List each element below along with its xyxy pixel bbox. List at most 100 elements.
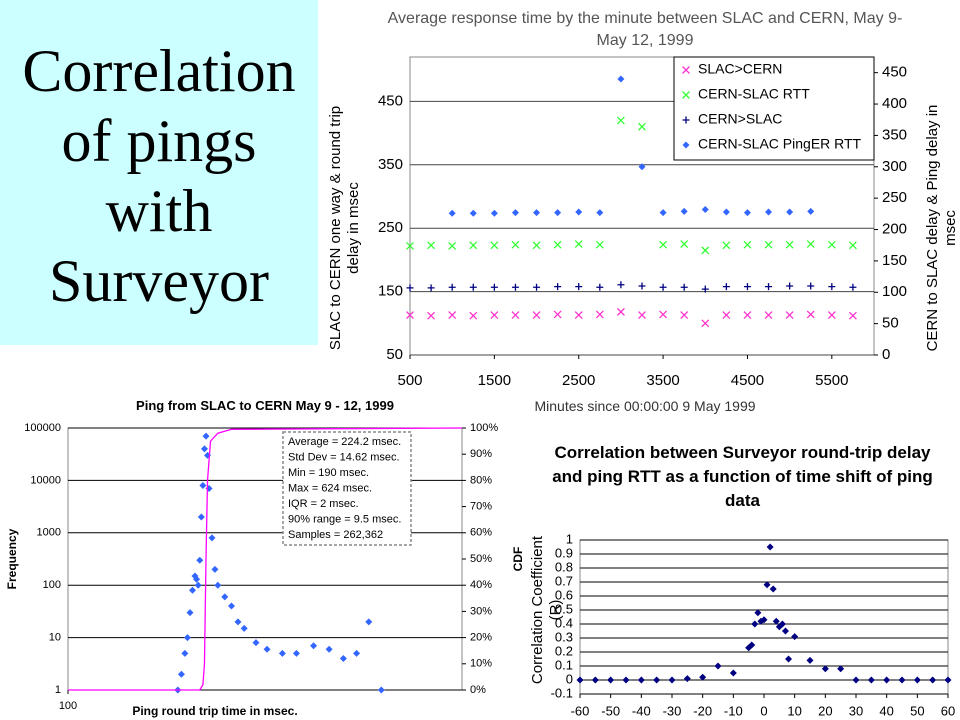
y2-tick-label: 250: [882, 189, 907, 206]
y2-tick-label: 60%: [470, 527, 492, 539]
data-point: [714, 662, 722, 670]
y-tick-label: 150: [378, 283, 403, 300]
data-point: [944, 676, 952, 684]
data-point: [214, 581, 222, 589]
y-tick-label: 10: [49, 632, 61, 644]
y-tick-label: 450: [378, 92, 403, 109]
y-tick-label: 10000: [30, 474, 61, 486]
data-point: [596, 283, 604, 291]
data-point: [785, 655, 793, 663]
data-point: [729, 669, 737, 677]
data-point: [616, 116, 625, 125]
data-point: [848, 311, 857, 320]
data-point: [193, 575, 201, 583]
y-tick-label: 0.7: [555, 573, 573, 588]
y-tick-label: 0.6: [555, 587, 573, 602]
annotation: Average = 224.2 msec.: [288, 436, 401, 448]
data-point: [448, 311, 457, 320]
y2-tick-label: 50: [882, 315, 899, 332]
data-point: [469, 209, 477, 217]
data-point: [575, 283, 583, 291]
data-point: [221, 593, 229, 601]
data-point: [883, 676, 891, 684]
data-point: [638, 311, 646, 320]
slide-title: Correlation of pings with Surveyor: [22, 38, 296, 314]
x-tick-label: 60: [941, 703, 955, 718]
data-point: [722, 311, 731, 320]
data-point: [339, 654, 347, 662]
data-point: [469, 283, 477, 291]
data-point: [806, 310, 815, 319]
y-tick-label: 1000: [37, 527, 61, 539]
data-point: [227, 602, 235, 610]
data-point: [913, 676, 921, 684]
data-point: [511, 311, 520, 320]
data-point: [427, 284, 435, 292]
data-point: [806, 240, 815, 249]
data-point: [622, 676, 630, 684]
data-point: [533, 209, 541, 217]
data-point: [554, 209, 562, 217]
legend-label: SLAC>CERN: [698, 61, 782, 77]
y-axis-label: Frequency: [5, 528, 19, 590]
data-point: [807, 282, 815, 290]
data-point: [607, 676, 615, 684]
data-point: [406, 241, 414, 250]
legend-label: CERN-SLAC PingER RTT: [698, 136, 862, 152]
data-point: [177, 670, 185, 678]
data-point: [653, 676, 661, 684]
data-point: [680, 240, 689, 249]
data-point: [234, 618, 242, 626]
data-point: [807, 207, 815, 215]
x-tick-label: 1500: [478, 372, 511, 389]
y-tick-label: 250: [378, 219, 403, 236]
data-point: [786, 282, 794, 290]
y2-tick-label: 80%: [470, 474, 492, 486]
y-axis-label: Correlation Coefficient (R): [529, 535, 564, 685]
data-point: [852, 676, 860, 684]
annotation: Min = 190 msec.: [288, 467, 369, 479]
y-tick-label: 350: [378, 156, 403, 173]
y-tick-label: 100000: [24, 422, 61, 434]
data-point: [596, 209, 604, 217]
annotation: 90% range = 9.5 msec.: [288, 513, 401, 525]
x-tick-label: 4500: [731, 372, 764, 389]
data-point: [699, 673, 707, 681]
data-point: [194, 581, 202, 589]
data-point: [553, 240, 562, 249]
chart-title: Correlation between Surveyor round-trip …: [552, 443, 933, 510]
y-tick-label: 0.5: [555, 601, 573, 616]
legend-marker: [682, 66, 690, 74]
y2-tick-label: 450: [882, 64, 907, 81]
data-point: [490, 283, 498, 291]
x-tick-label: 40: [879, 703, 893, 718]
x-tick-label: -30: [663, 703, 682, 718]
y2-tick-label: 90%: [470, 448, 492, 460]
legend-box: [673, 56, 875, 161]
data-point: [848, 241, 857, 250]
data-point: [637, 676, 645, 684]
y2-tick-label: 100%: [470, 422, 498, 434]
data-point: [743, 283, 751, 291]
data-point: [765, 283, 773, 291]
y-tick-label: 0.4: [555, 615, 573, 630]
cdf-line: [68, 427, 463, 691]
data-point: [617, 281, 625, 289]
data-point: [511, 283, 519, 291]
data-point: [785, 311, 794, 320]
x-tick-label: -20: [693, 703, 712, 718]
y2-tick-label: 20%: [470, 632, 492, 644]
x-tick-label: -40: [632, 703, 651, 718]
data-point: [533, 283, 541, 291]
data-point: [791, 633, 799, 641]
data-point: [181, 649, 189, 657]
data-point: [490, 311, 499, 320]
annotation: Std Dev = 14.62 msec.: [288, 451, 400, 463]
data-point: [199, 481, 207, 489]
y2-tick-label: 10%: [470, 658, 492, 670]
y2-tick-label: 30%: [470, 605, 492, 617]
data-point: [469, 311, 478, 320]
data-point: [353, 649, 361, 657]
